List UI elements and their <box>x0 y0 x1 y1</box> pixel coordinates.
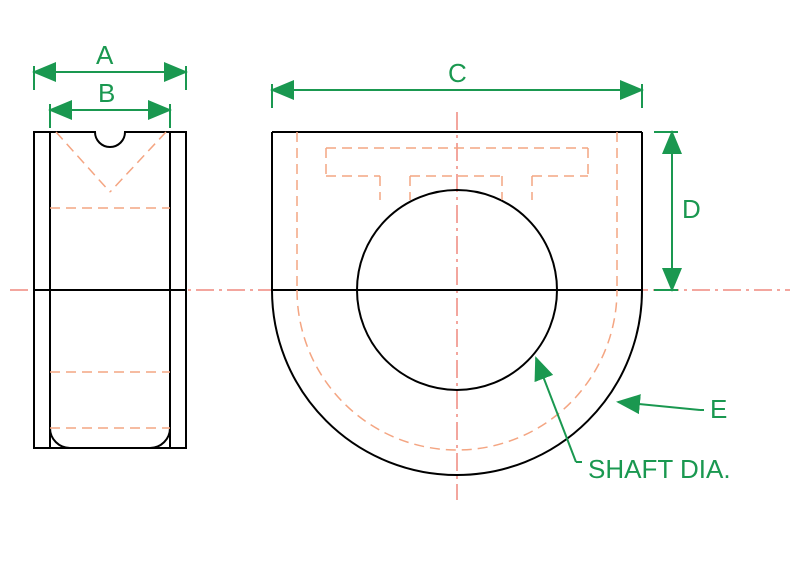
svg-text:B: B <box>98 78 115 108</box>
svg-text:D: D <box>682 194 701 224</box>
svg-text:A: A <box>96 40 114 70</box>
svg-text:E: E <box>710 394 727 424</box>
svg-text:SHAFT DIA.: SHAFT DIA. <box>588 454 731 484</box>
svg-text:C: C <box>448 58 467 88</box>
